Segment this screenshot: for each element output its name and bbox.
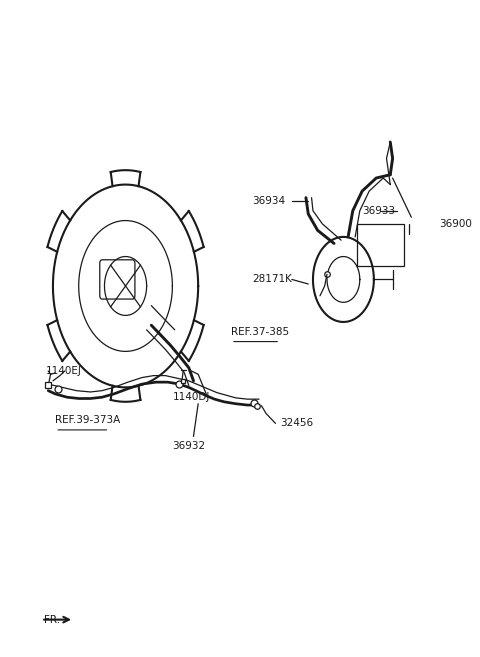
FancyBboxPatch shape: [100, 260, 135, 299]
Text: 28171K: 28171K: [252, 275, 292, 284]
Text: 32456: 32456: [280, 419, 313, 428]
Bar: [358, 224, 404, 266]
Text: 36932: 36932: [172, 442, 205, 451]
Text: 1140EJ: 1140EJ: [46, 366, 82, 376]
Text: FR.: FR.: [44, 615, 60, 625]
Text: 36900: 36900: [440, 219, 472, 229]
Text: REF.39-373A: REF.39-373A: [55, 415, 120, 425]
Text: 36933: 36933: [362, 206, 395, 215]
Text: 1140DJ: 1140DJ: [172, 392, 210, 402]
Text: 36934: 36934: [252, 196, 285, 206]
Text: REF.37-385: REF.37-385: [231, 327, 289, 337]
